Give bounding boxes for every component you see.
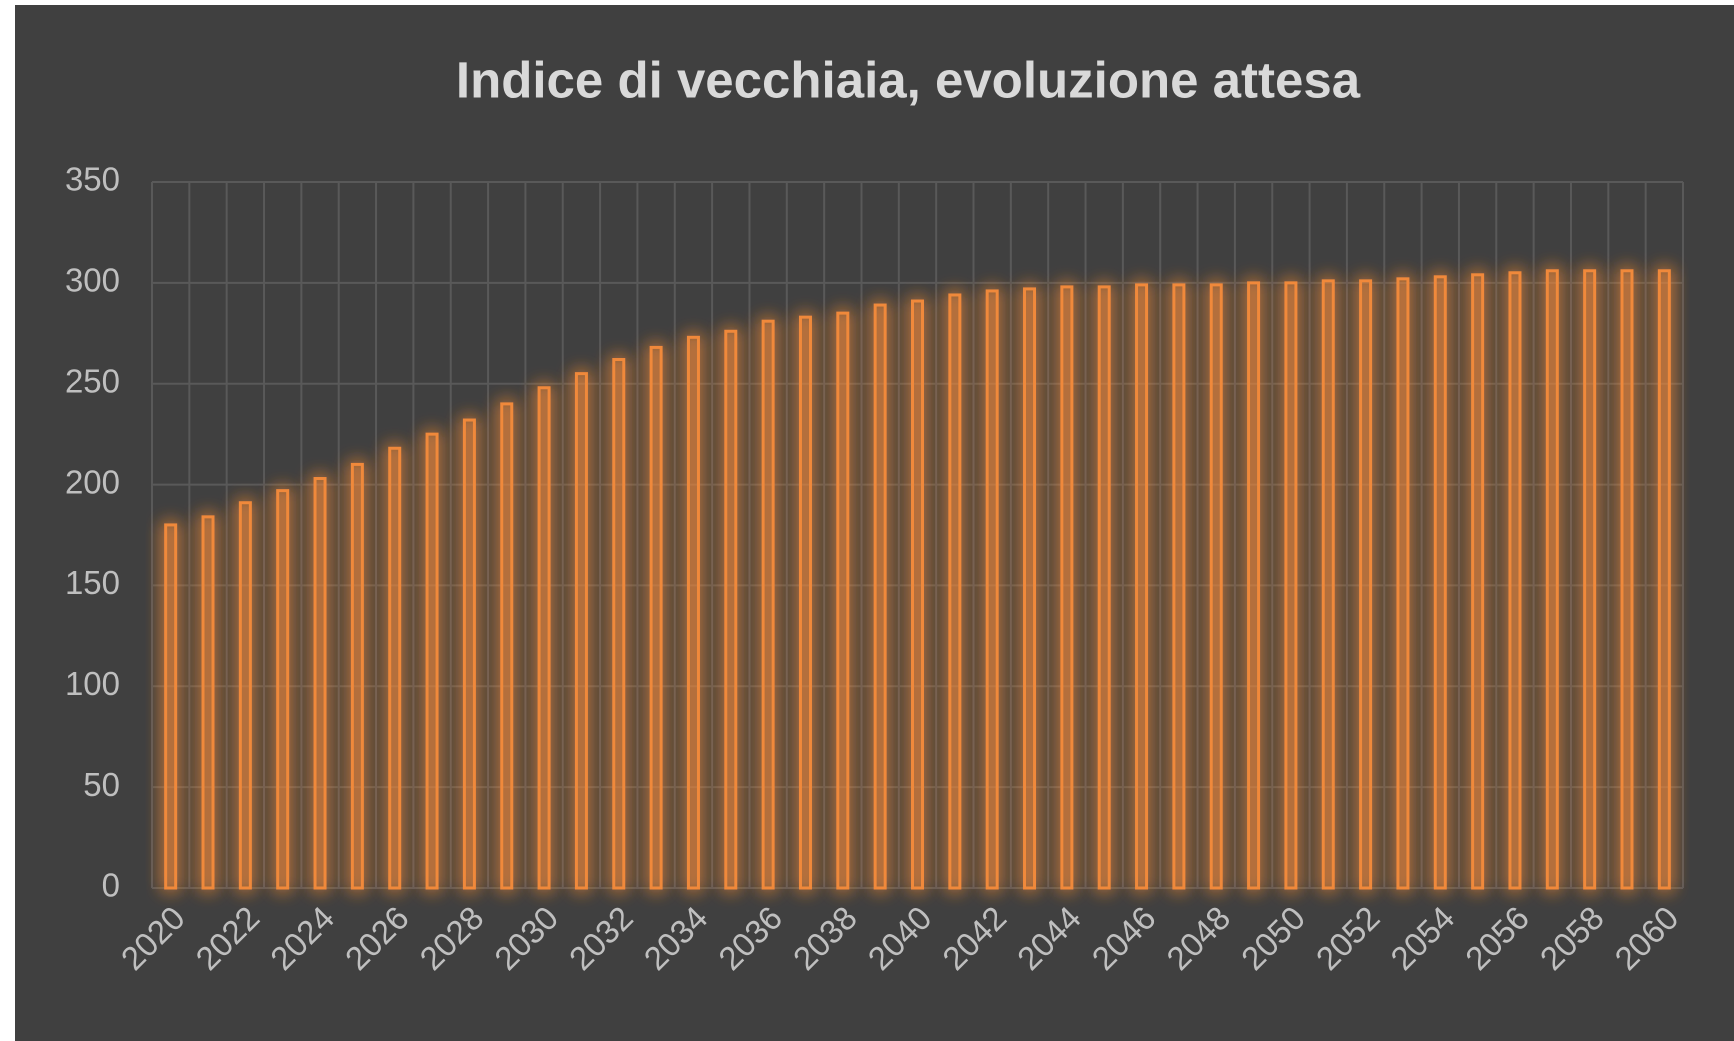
bar bbox=[724, 329, 738, 890]
bar bbox=[1396, 277, 1410, 890]
bar bbox=[1023, 287, 1037, 890]
y-tick-label: 150 bbox=[65, 564, 120, 601]
bar bbox=[1359, 279, 1373, 890]
bar bbox=[761, 319, 775, 890]
bar bbox=[462, 418, 476, 890]
chart-title: Indice di vecchiaia, evoluzione attesa bbox=[456, 51, 1361, 108]
bar bbox=[1247, 281, 1261, 890]
bar bbox=[1583, 269, 1597, 890]
bar bbox=[948, 293, 962, 890]
bar bbox=[873, 303, 887, 890]
bar bbox=[911, 299, 924, 890]
y-tick-label: 0 bbox=[102, 867, 120, 904]
bar bbox=[1209, 283, 1223, 890]
bar bbox=[537, 386, 551, 890]
bar bbox=[388, 446, 402, 890]
bar bbox=[836, 311, 850, 890]
bar bbox=[649, 345, 663, 890]
y-tick-label: 50 bbox=[83, 766, 120, 803]
bar bbox=[500, 402, 514, 890]
bar bbox=[1657, 269, 1671, 890]
bar bbox=[164, 523, 178, 890]
bar bbox=[612, 358, 626, 890]
bar bbox=[1284, 281, 1298, 890]
bar bbox=[425, 432, 439, 890]
bar bbox=[1620, 269, 1634, 890]
y-tick-label: 200 bbox=[65, 463, 120, 500]
bar bbox=[1508, 271, 1522, 890]
bar bbox=[276, 489, 290, 890]
bar bbox=[313, 477, 327, 890]
y-tick-label: 350 bbox=[65, 161, 120, 198]
bar bbox=[1135, 283, 1149, 890]
bar bbox=[1433, 275, 1447, 890]
bar bbox=[1545, 269, 1559, 890]
bar bbox=[201, 515, 215, 890]
bar bbox=[1060, 285, 1074, 890]
bar bbox=[798, 315, 812, 890]
bar bbox=[350, 462, 364, 890]
bar bbox=[1321, 279, 1335, 890]
bar bbox=[1471, 273, 1485, 890]
bar bbox=[985, 289, 999, 890]
bars bbox=[164, 269, 1671, 890]
bar bbox=[574, 372, 588, 890]
y-tick-label: 300 bbox=[65, 262, 120, 299]
y-tick-label: 250 bbox=[65, 362, 120, 399]
bar bbox=[1097, 285, 1111, 890]
bar bbox=[238, 501, 252, 890]
bar bbox=[686, 335, 700, 890]
y-tick-label: 100 bbox=[65, 665, 120, 702]
bar bbox=[1172, 283, 1186, 890]
